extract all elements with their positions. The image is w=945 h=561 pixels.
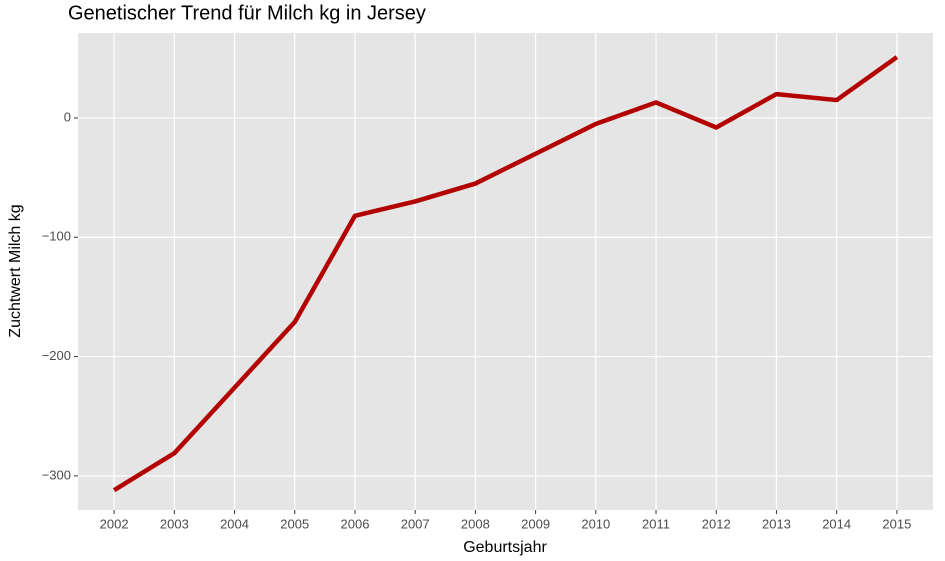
y-axis-title: Zuchtwert Milch kg xyxy=(7,204,24,337)
x-axis-title: Geburtsjahr xyxy=(463,539,547,556)
x-tick-label: 2014 xyxy=(822,516,851,531)
panel xyxy=(78,33,933,510)
x-tick-label: 2005 xyxy=(280,516,309,531)
x-tick-label: 2015 xyxy=(882,516,911,531)
x-tick-label: 2010 xyxy=(581,516,610,531)
y-tick-label: 0 xyxy=(64,109,71,124)
x-tick-label: 2009 xyxy=(521,516,550,531)
x-tick-label: 2003 xyxy=(160,516,189,531)
line-series xyxy=(112,55,899,493)
x-tick-label: 2008 xyxy=(461,516,490,531)
y-tick-label: −300 xyxy=(42,467,71,482)
x-tick-label: 2007 xyxy=(401,516,430,531)
chart-title: Genetischer Trend für Milch kg in Jersey xyxy=(68,2,426,24)
x-tick-label: 2012 xyxy=(702,516,731,531)
y-tick-label: −100 xyxy=(42,229,71,244)
y-tick-label: −200 xyxy=(42,348,71,363)
x-tick-label: 2006 xyxy=(341,516,370,531)
x-tick-label: 2002 xyxy=(100,516,129,531)
x-tick-label: 2013 xyxy=(762,516,791,531)
x-tick-label: 2004 xyxy=(220,516,249,531)
x-tick-label: 2011 xyxy=(642,516,670,531)
